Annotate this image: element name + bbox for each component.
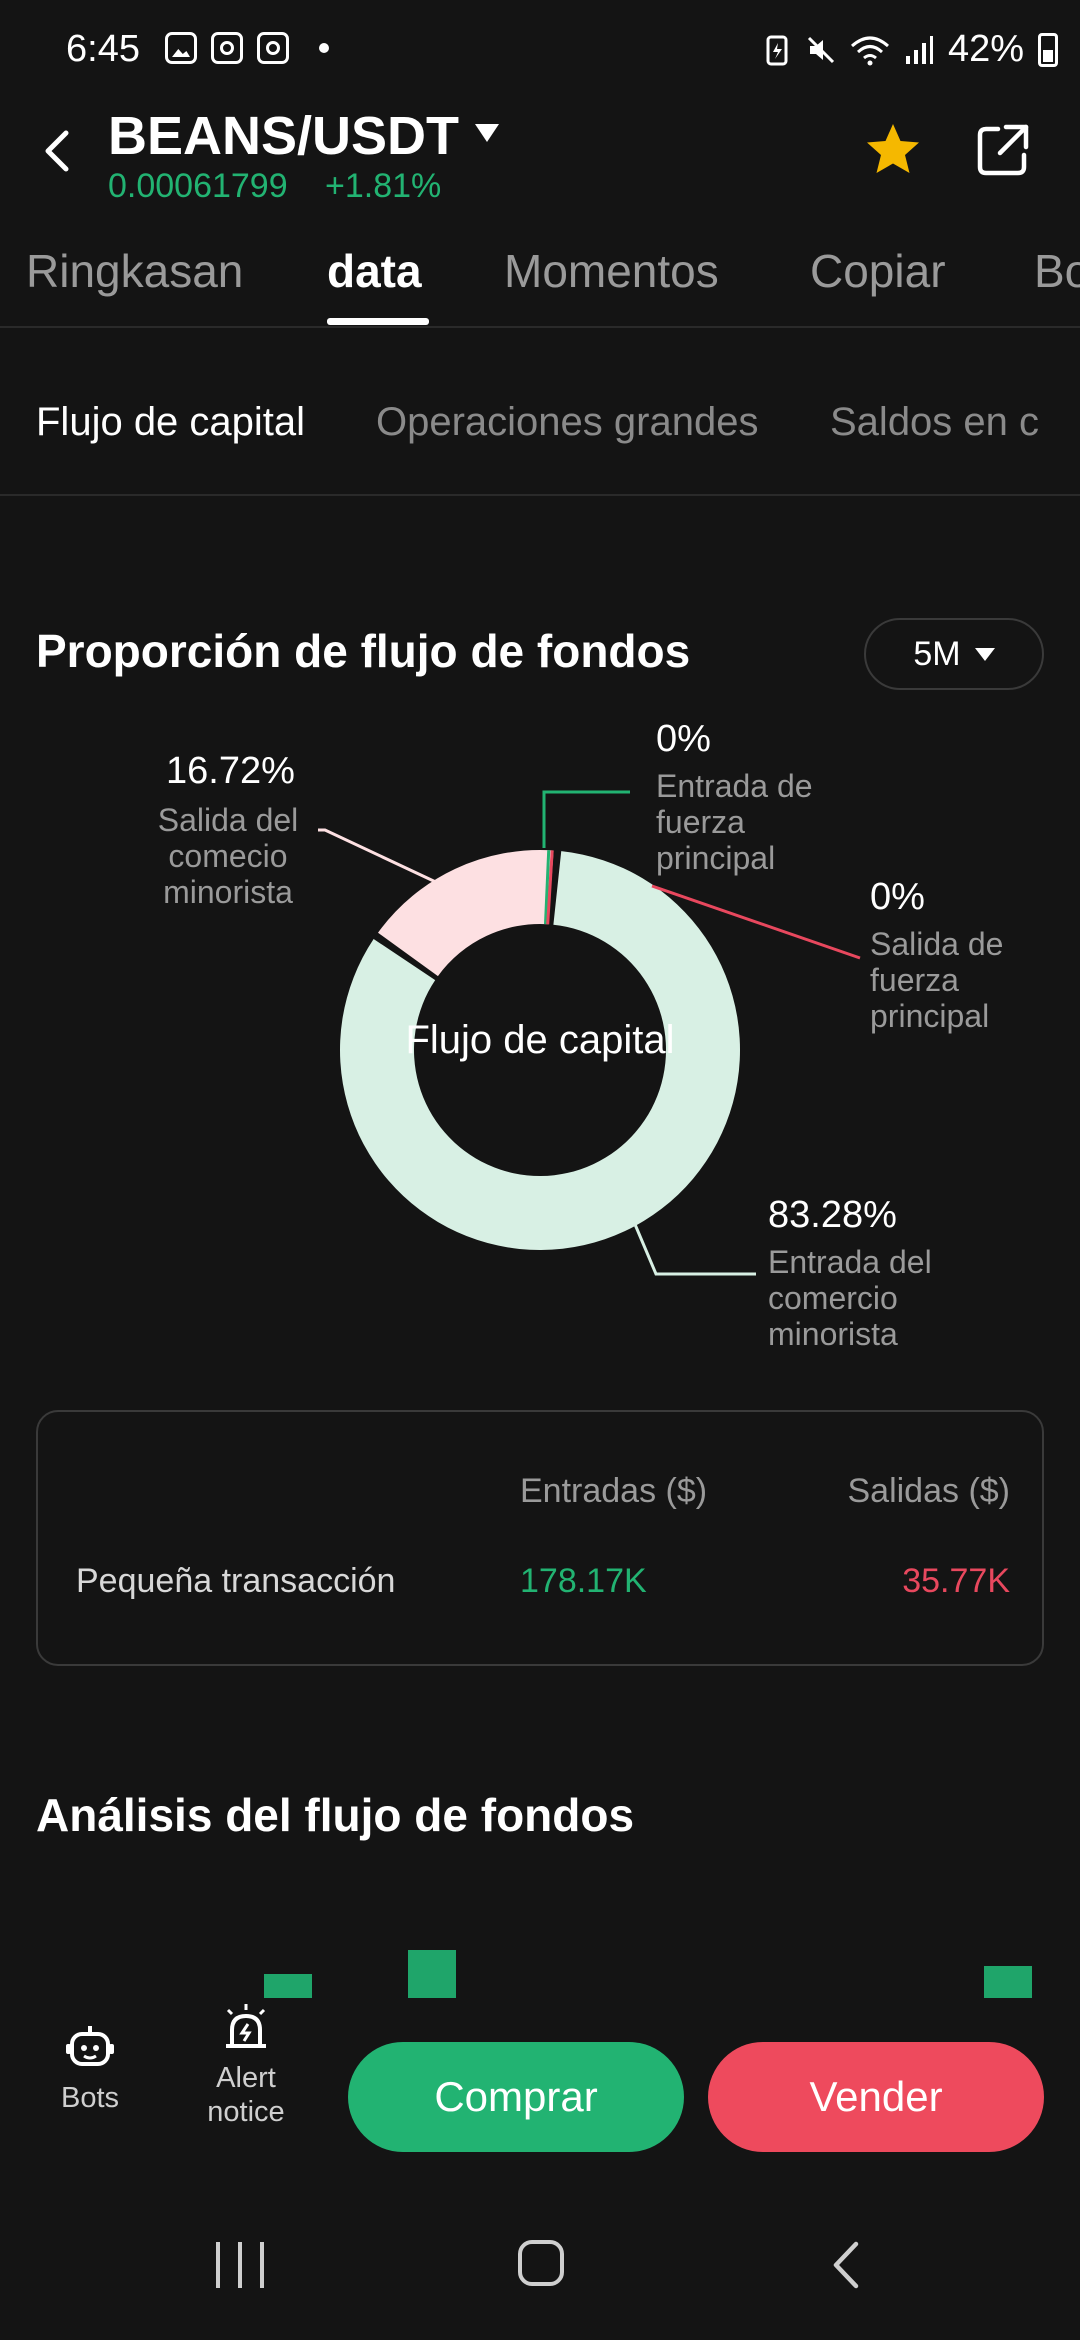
instagram-notification-icon <box>211 32 243 64</box>
retail-in-label: Entrada del comercio minorista <box>768 1244 932 1352</box>
small-transaction-inflow: 178.17K <box>520 1562 647 1600</box>
wifi-icon <box>850 36 889 65</box>
subtab-large-orders[interactable]: Operaciones grandes <box>376 400 759 444</box>
robot-icon <box>66 2026 114 2066</box>
period-value: 5M <box>913 634 961 673</box>
tab-ringkasan[interactable]: Ringkasan <box>26 245 244 297</box>
main-out-label: Salida de fuerza principal <box>870 926 1004 1034</box>
battery-saver-icon <box>766 35 788 65</box>
signal-icon <box>905 35 933 64</box>
tab-momentos[interactable]: Momentos <box>504 245 719 297</box>
gallery-notification-icon <box>165 32 197 64</box>
tab-copiar[interactable]: Copiar <box>810 245 946 297</box>
donut-segment-zero <box>543 850 551 925</box>
status-bar: 6:45 42% <box>0 0 1080 105</box>
main-out-pct: 0% <box>870 876 925 918</box>
more-notifications-dot-icon <box>319 43 329 53</box>
star-icon <box>867 124 919 173</box>
bots-label: Bots <box>60 2082 120 2114</box>
leader-line-main-in <box>542 790 630 848</box>
caret-down-icon[interactable] <box>472 121 502 145</box>
bots-button[interactable]: Bots <box>40 2008 140 2115</box>
recent-apps-button[interactable] <box>216 2242 264 2288</box>
system-icons: 42% <box>762 28 1058 71</box>
tab-bots[interactable]: Bo <box>1034 245 1080 297</box>
analysis-bar <box>264 1974 312 2000</box>
buy-button[interactable]: Comprar <box>348 2042 684 2152</box>
system-navigation <box>0 2198 1080 2340</box>
retail-out-label: Salida del comecio minorista <box>157 802 299 910</box>
leader-line-retail-out <box>318 828 441 886</box>
alert-label-1: Alert <box>216 2062 276 2094</box>
battery-icon <box>1038 32 1058 67</box>
donut-chart <box>318 790 861 1276</box>
home-button[interactable] <box>518 2240 564 2286</box>
analysis-bar <box>984 1966 1032 2000</box>
flow-summary-card: Entradas ($) Salidas ($) Pequeña transac… <box>36 1410 1044 1666</box>
favorite-button[interactable] <box>862 119 924 181</box>
proportion-title: Proporción de flujo de fondos <box>36 625 691 677</box>
pair-header: BEANS/USDT 0.00061799 +1.81% <box>0 105 1080 215</box>
alarm-icon <box>226 2004 266 2048</box>
inflow-header: Entradas ($) <box>520 1472 708 1510</box>
tab-data[interactable]: data <box>327 245 422 297</box>
donut-segment <box>339 851 740 1250</box>
analysis-bar <box>408 1950 456 2000</box>
outflow-header: Salidas ($) <box>847 1472 1010 1510</box>
data-subtabs: Flujo de capital Operaciones grandes Sal… <box>0 330 1080 496</box>
system-back-button[interactable] <box>826 2238 866 2292</box>
share-icon <box>977 124 1029 176</box>
caret-down-icon <box>974 647 995 661</box>
active-tab-indicator <box>327 318 429 325</box>
small-transaction-outflow: 35.77K <box>902 1562 1010 1600</box>
share-button[interactable] <box>972 119 1034 181</box>
donut-segment <box>378 850 554 977</box>
battery-percent: 42% <box>947 28 1024 70</box>
alert-notice-button[interactable]: Alert notice <box>190 1998 302 2129</box>
leader-line-main-out <box>651 884 861 960</box>
subtab-balances[interactable]: Saldos en c <box>830 400 1040 444</box>
main-in-pct: 0% <box>656 718 711 760</box>
small-transaction-label: Pequeña transacción <box>76 1562 396 1600</box>
instagram-notification-icon <box>257 32 289 64</box>
subtab-capital-flow[interactable]: Flujo de capital <box>36 400 306 444</box>
capital-flow-donut: Flujo de capital 16.72% Salida del comec… <box>0 700 1080 1380</box>
pair-selector[interactable]: BEANS/USDT <box>108 106 460 166</box>
retail-out-pct: 16.72% <box>166 750 295 792</box>
leader-line-retail-in <box>632 1221 756 1276</box>
donut-center-label: Flujo de capital <box>405 1018 675 1062</box>
sell-button[interactable]: Vender <box>708 2042 1044 2152</box>
mute-icon <box>807 36 834 63</box>
retail-in-pct: 83.28% <box>768 1194 897 1236</box>
back-button[interactable] <box>32 121 82 181</box>
main-tabs: Ringkasan data Momentos Copiar Bo <box>0 230 1080 328</box>
main-in-label: Entrada de fuerza principal <box>656 768 813 876</box>
analysis-title: Análisis del flujo de fondos <box>36 1789 635 1841</box>
alert-label-2: notice <box>207 2096 285 2128</box>
trade-action-bar: Bots Alert notice Comprar Vender <box>0 1998 1080 2198</box>
chevron-left-icon <box>45 130 69 172</box>
donut-segment-zero <box>546 850 554 925</box>
price-change: +1.81% <box>325 167 442 205</box>
last-price: 0.00061799 <box>108 167 288 205</box>
period-selector[interactable]: 5M <box>864 618 1044 690</box>
status-time: 6:45 <box>66 28 140 70</box>
notification-icons <box>165 32 329 64</box>
